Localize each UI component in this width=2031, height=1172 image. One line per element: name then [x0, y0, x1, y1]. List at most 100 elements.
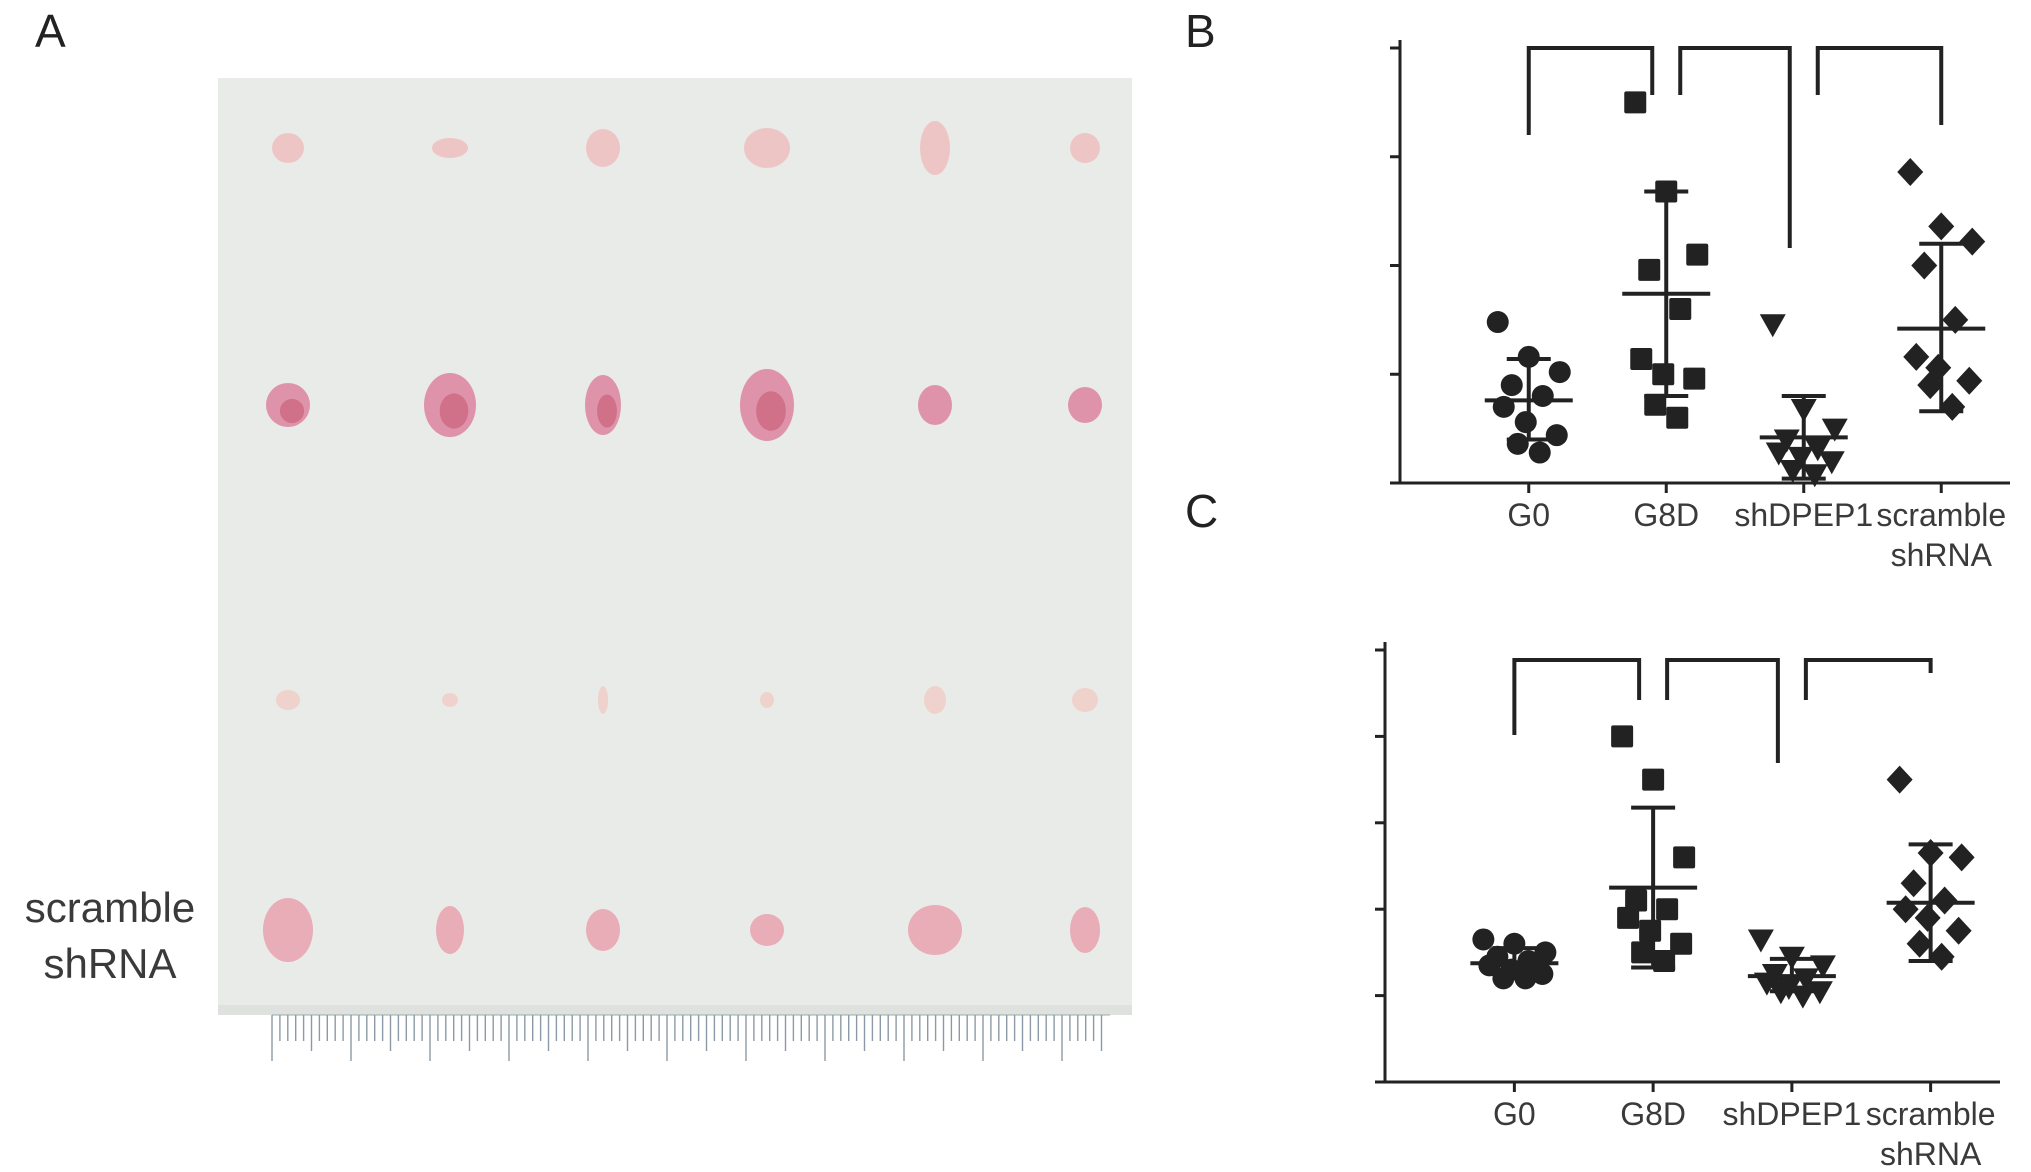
data-point	[1917, 371, 1944, 400]
tumor-sample	[586, 909, 620, 951]
data-point	[1683, 367, 1706, 390]
data-point	[1545, 424, 1568, 447]
data-point	[1673, 846, 1696, 869]
data-point	[1644, 393, 1667, 416]
tumor-highlight	[439, 393, 469, 429]
data-point	[1534, 941, 1557, 964]
tumor-sample	[1070, 907, 1100, 953]
data-point	[1531, 963, 1554, 985]
data-point	[1911, 251, 1938, 280]
tumor-highlight	[279, 398, 305, 424]
significance-bracket	[1526, 46, 1655, 135]
data-point	[1472, 928, 1495, 951]
data-point	[1686, 243, 1709, 266]
panel-label-c: C	[1185, 485, 1219, 537]
tumor-sample	[432, 138, 468, 158]
tumor-sample	[436, 906, 464, 954]
tumor-volume-chart: G0 G8D shDPEP1 scramble shRNA	[1375, 642, 2000, 1172]
data-point	[1670, 932, 1693, 955]
data-point	[1759, 314, 1786, 338]
data-point	[1900, 869, 1927, 898]
tumor-sample	[272, 133, 304, 163]
photo-edge	[218, 1005, 1132, 1015]
row-label: shRNA	[43, 940, 176, 987]
data-point	[1478, 954, 1501, 977]
tumor-sample	[263, 898, 313, 962]
data-point	[1753, 972, 1780, 996]
data-point	[1548, 361, 1571, 384]
tumor-sample	[442, 693, 458, 707]
data-point	[1914, 903, 1941, 932]
data-point	[1638, 258, 1661, 281]
tumor-highlight	[597, 394, 617, 428]
tumor-sample	[920, 121, 950, 175]
tumor-sample	[586, 129, 620, 167]
significance-bracket	[1815, 46, 1944, 125]
data-point	[1903, 342, 1930, 371]
data-point	[1886, 765, 1913, 794]
data-point	[1514, 967, 1537, 990]
x-tick-label: scramble	[1866, 1096, 1996, 1132]
tumor-sample	[1068, 387, 1102, 423]
data-point	[1639, 919, 1662, 942]
data-point	[1906, 929, 1933, 958]
data-point	[1531, 385, 1554, 407]
tumor-sample	[598, 686, 608, 714]
tumor-sample	[744, 128, 790, 168]
data-point	[1656, 898, 1679, 921]
data-point	[1514, 411, 1537, 434]
row-label: scramble	[25, 884, 195, 931]
data-point	[1617, 906, 1640, 929]
data-point	[1669, 298, 1692, 320]
x-tick-label: shRNA	[1880, 1136, 1982, 1172]
data-point	[1517, 950, 1540, 973]
panel-label-a: A	[35, 5, 66, 57]
data-point	[1500, 374, 1523, 397]
data-point	[1928, 942, 1955, 971]
significance-bracket	[1665, 658, 1780, 763]
data-point	[1528, 441, 1551, 464]
significance-bracket	[1803, 658, 1933, 700]
data-point	[1959, 227, 1986, 256]
x-tick-label: G8D	[1620, 1096, 1686, 1132]
tumor-sample	[918, 385, 952, 425]
data-point	[1517, 345, 1540, 368]
data-point	[1801, 464, 1828, 488]
tumor-sample	[1072, 688, 1098, 712]
data-point	[1611, 725, 1634, 748]
tumor-sample	[1070, 133, 1100, 163]
x-tick-label: G0	[1493, 1096, 1536, 1132]
data-point	[1809, 955, 1836, 979]
x-tick-label: G8D	[1633, 497, 1699, 533]
data-point	[1652, 363, 1675, 386]
tumor-sample	[760, 692, 774, 708]
data-point	[1928, 212, 1955, 241]
data-point	[1492, 967, 1515, 990]
data-point	[1773, 429, 1800, 453]
x-tick-label: shDPEP1	[1734, 497, 1873, 533]
tumor-sample	[276, 690, 300, 710]
data-point	[1631, 941, 1654, 964]
panel-label-b: B	[1185, 5, 1216, 57]
x-tick-label: shDPEP1	[1723, 1096, 1862, 1132]
data-point	[1821, 418, 1848, 442]
data-point	[1642, 768, 1665, 791]
data-point	[1630, 348, 1653, 371]
data-point	[1804, 438, 1831, 462]
data-point	[1625, 889, 1648, 912]
data-point	[1787, 446, 1814, 470]
tumor-highlight	[756, 391, 786, 431]
data-point	[1948, 843, 1975, 872]
tumor-weight-chart: G0 G8D shDPEP1 scramble shRNA	[1390, 40, 2010, 573]
x-tick-label: scramble	[1876, 497, 2006, 533]
data-point	[1818, 451, 1845, 475]
data-point	[1956, 366, 1983, 395]
data-point	[1931, 886, 1958, 915]
tumor-sample	[908, 905, 962, 955]
data-point	[1779, 459, 1806, 483]
data-point	[1939, 392, 1966, 421]
data-point	[1892, 895, 1919, 924]
data-point	[1747, 929, 1774, 953]
data-point	[1486, 311, 1509, 334]
